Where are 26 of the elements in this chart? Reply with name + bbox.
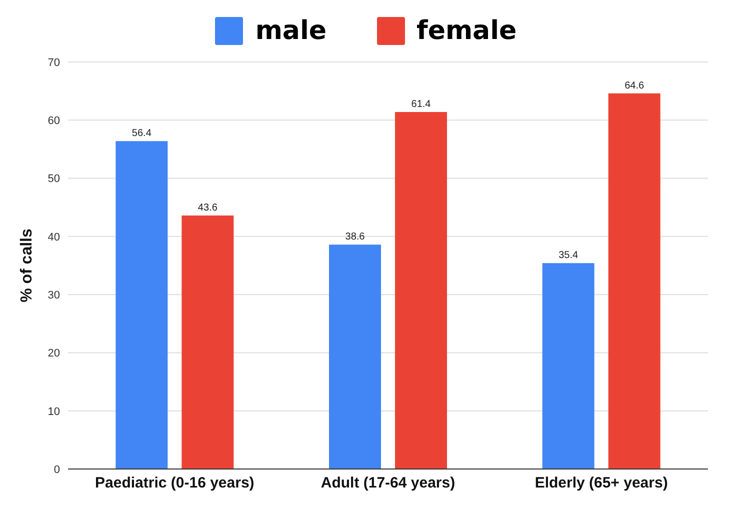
x-tick-label: Elderly (65+ years) — [534, 474, 668, 492]
bar — [608, 93, 660, 469]
y-tick-label: 60 — [48, 115, 60, 128]
y-axis-title: % of calls — [18, 228, 36, 302]
x-tick-label: Adult (17-64 years) — [320, 474, 456, 492]
x-tick-label: Paediatric (0-16 years) — [95, 474, 254, 492]
y-tick-label: 50 — [48, 173, 60, 186]
y-tick-label: 70 — [48, 56, 60, 69]
bar — [182, 215, 234, 469]
data-label: 35.4 — [558, 250, 578, 262]
bar — [116, 141, 168, 469]
data-label: 56.4 — [132, 128, 152, 140]
legend-label: female — [416, 16, 517, 46]
y-tick-label: 30 — [48, 289, 60, 302]
y-tick-label: 10 — [48, 406, 60, 418]
data-label: 64.6 — [624, 80, 644, 92]
data-label: 38.6 — [345, 232, 366, 243]
bar — [395, 112, 447, 469]
bar — [542, 263, 594, 469]
y-tick-label: 0 — [54, 464, 60, 476]
legend-label: male — [255, 16, 327, 46]
data-label: 61.4 — [411, 99, 432, 110]
bar — [329, 244, 381, 469]
data-label: 43.6 — [198, 202, 218, 214]
y-tick-label: 20 — [48, 348, 60, 360]
y-tick-label: 40 — [48, 231, 60, 244]
